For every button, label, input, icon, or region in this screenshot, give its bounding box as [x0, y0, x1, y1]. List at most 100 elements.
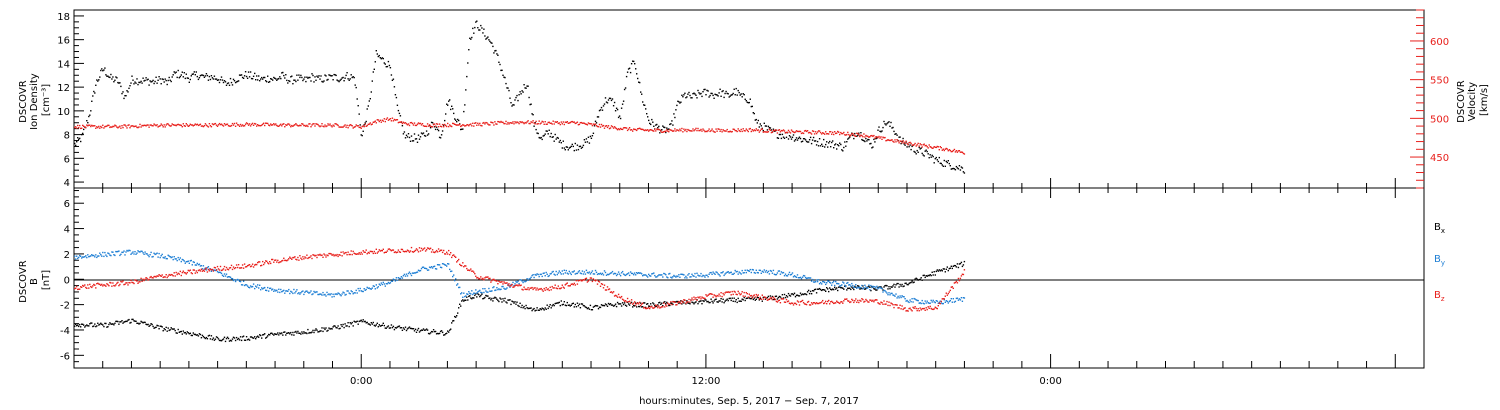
by-point-825 — [903, 296, 905, 298]
bx-point-323 — [398, 325, 401, 327]
bx-point-418 — [494, 296, 496, 298]
by-point-17 — [91, 254, 93, 256]
velocity-point-71 — [145, 125, 147, 127]
velocity-point-377 — [453, 122, 455, 125]
bz-point-818 — [896, 304, 898, 306]
density-point-94 — [168, 76, 170, 79]
bx-point-327 — [402, 327, 405, 329]
by-point-726 — [803, 275, 806, 277]
by-point-448 — [524, 281, 526, 283]
density-point-783 — [861, 138, 863, 141]
by-point-325 — [400, 276, 403, 278]
by-point-754 — [832, 281, 834, 284]
density-point-742 — [819, 145, 822, 147]
by-point-48 — [122, 251, 124, 254]
velocity-point-732 — [809, 132, 812, 134]
density-point-227 — [302, 79, 304, 82]
density-point-30 — [104, 67, 106, 69]
velocity-point-653 — [730, 131, 732, 133]
density-point-715 — [792, 134, 795, 136]
by-point-671 — [748, 270, 750, 272]
density-point-95 — [169, 79, 171, 81]
density-point-156 — [230, 81, 233, 84]
by-point-297 — [372, 285, 374, 287]
by-point-400 — [476, 292, 478, 294]
bz-point-392 — [468, 269, 470, 271]
bz-point-227 — [302, 256, 304, 258]
bx-point-167 — [241, 336, 244, 338]
by-point-827 — [905, 300, 907, 302]
bx-point-431 — [507, 299, 509, 301]
bx-point-163 — [237, 337, 240, 340]
by-point-87 — [161, 253, 163, 256]
bz-point-453 — [529, 287, 531, 289]
density-point-2 — [76, 141, 78, 143]
bx-point-436 — [512, 301, 514, 303]
bx-point-194 — [269, 334, 271, 336]
bx-point-82 — [156, 324, 158, 327]
velocity-point-645 — [722, 129, 724, 131]
density-point-732 — [809, 136, 812, 139]
velocity-point-51 — [125, 125, 127, 127]
by-point-190 — [265, 289, 267, 291]
bz-point-819 — [897, 307, 899, 309]
bx-point-871 — [949, 267, 951, 269]
bx-point-0 — [74, 325, 76, 327]
density-point-584 — [661, 129, 663, 131]
density-point-572 — [649, 122, 651, 125]
velocity-point-739 — [816, 131, 819, 133]
velocity-point-607 — [684, 129, 686, 132]
velocity-point-6 — [80, 127, 82, 130]
density-point-259 — [334, 74, 336, 76]
bx-point-277 — [352, 325, 354, 327]
by-point-744 — [822, 280, 824, 283]
bz-point-446 — [522, 289, 524, 291]
density-point-50 — [124, 95, 126, 97]
bz-point-235 — [310, 255, 312, 257]
density-point-57 — [131, 75, 133, 77]
bx-point-151 — [225, 337, 228, 340]
velocity-point-231 — [306, 124, 308, 127]
velocity-point-16 — [90, 125, 92, 128]
by-point-36 — [110, 254, 112, 257]
bx-point-746 — [824, 289, 826, 291]
density-point-615 — [692, 93, 694, 95]
velocity-point-589 — [666, 129, 668, 131]
bz-point-851 — [929, 305, 931, 308]
bx-point-730 — [807, 289, 810, 292]
by-point-269 — [344, 294, 346, 296]
density-point-308 — [383, 62, 385, 64]
density-point-779 — [857, 134, 859, 137]
by-point-102 — [176, 259, 178, 262]
density-point-214 — [289, 80, 291, 83]
velocity-point-635 — [712, 130, 714, 132]
by-point-673 — [750, 271, 752, 274]
bz-point-540 — [616, 296, 619, 298]
density-point-665 — [742, 93, 744, 95]
bx-point-583 — [660, 303, 662, 305]
bx-point-537 — [613, 304, 616, 307]
bx-point-526 — [602, 304, 605, 307]
bz-point-848 — [926, 308, 928, 311]
by-point-258 — [333, 295, 335, 298]
bz-point-883 — [961, 273, 964, 275]
bx-point-367 — [443, 334, 445, 336]
density-point-289 — [364, 122, 366, 124]
density-point-607 — [684, 92, 686, 94]
velocity-point-535 — [611, 126, 614, 128]
velocity-point-542 — [618, 128, 621, 131]
bz-point-636 — [713, 294, 715, 296]
bx-point-840 — [918, 279, 920, 281]
bx-point-60 — [134, 320, 136, 322]
bx-point-230 — [305, 332, 307, 334]
velocity-point-278 — [353, 126, 355, 128]
bx-point-315 — [390, 324, 393, 326]
bx-point-561 — [638, 305, 640, 308]
bz-point-423 — [499, 281, 501, 283]
velocity-point-787 — [865, 134, 867, 137]
by-point-422 — [498, 288, 500, 290]
bz-point-414 — [490, 281, 492, 283]
bx-point-609 — [686, 300, 688, 302]
by-point-813 — [891, 292, 893, 295]
bx-point-126 — [200, 337, 203, 339]
